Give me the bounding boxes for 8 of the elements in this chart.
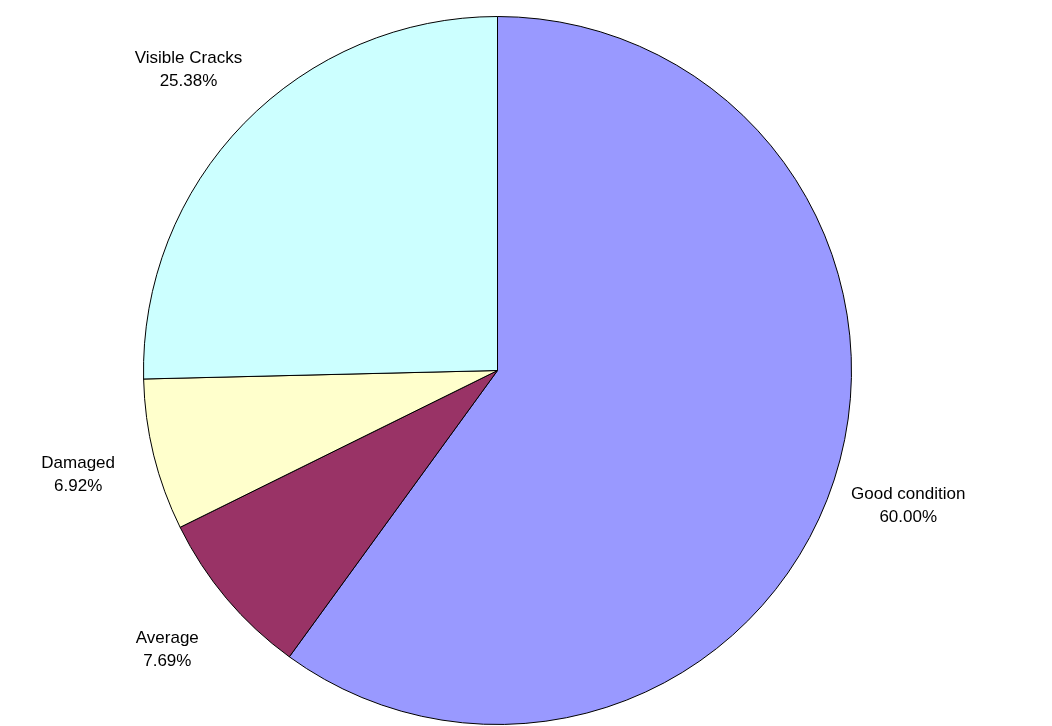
- data-label: 25.38%: [159, 71, 218, 91]
- slice-label: Visible Cracks: [134, 48, 243, 68]
- slice-label: Damaged: [41, 453, 116, 473]
- slice-label: Good condition: [851, 483, 966, 503]
- data-label: 7.69%: [143, 651, 192, 671]
- data-label: 60.00%: [879, 506, 938, 526]
- slice-label: Average: [135, 628, 199, 648]
- data-label: 6.92%: [54, 476, 103, 496]
